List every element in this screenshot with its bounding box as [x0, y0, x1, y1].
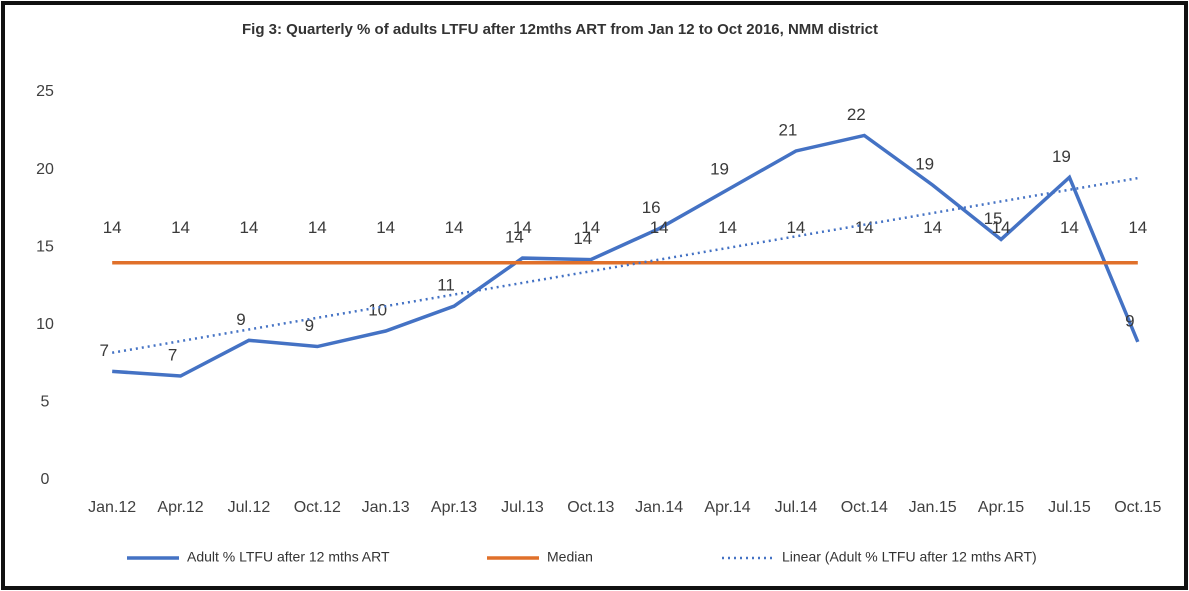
legend-label: Linear (Adult % LTFU after 12 mths ART) [782, 549, 1037, 565]
data-label: 14 [308, 218, 327, 237]
x-tick-label: Oct.14 [841, 499, 888, 516]
data-label: 14 [1060, 218, 1079, 237]
y-tick-label: 20 [36, 161, 54, 178]
data-label: 14 [239, 218, 258, 237]
series-line [112, 133, 1140, 378]
x-tick-label: Oct.15 [1114, 499, 1161, 516]
data-label: 15 [984, 209, 1003, 228]
data-label: 14 [786, 218, 805, 237]
data-label: 14 [581, 218, 600, 237]
data-label: 19 [915, 155, 934, 174]
data-label: 16 [642, 198, 661, 217]
data-label: 7 [168, 346, 177, 365]
data-label: 14 [923, 218, 942, 237]
data-label: 14 [992, 218, 1011, 237]
y-tick-label: 25 [36, 83, 54, 100]
x-tick-label: Apr.14 [704, 499, 750, 516]
data-label: 14 [376, 218, 395, 237]
x-tick-label: Jul.14 [775, 499, 818, 516]
y-tick-label: 0 [41, 471, 50, 488]
chart-title: Fig 3: Quarterly % of adults LTFU after … [242, 21, 878, 38]
x-tick-label: Oct.13 [567, 499, 614, 516]
y-tick-label: 10 [36, 316, 54, 333]
data-label: 14 [505, 228, 524, 247]
x-tick-label: Oct.12 [294, 499, 341, 516]
x-tick-label: Jan.14 [635, 499, 683, 516]
data-label: 7 [99, 341, 108, 360]
legend-label: Median [547, 549, 593, 565]
x-tick-label: Apr.13 [431, 499, 477, 516]
data-label: 19 [710, 159, 729, 178]
data-label: 11 [437, 276, 455, 295]
data-label: 14 [171, 218, 190, 237]
data-label: 14 [513, 218, 532, 237]
data-label: 21 [778, 120, 797, 139]
x-tick-label: Apr.12 [157, 499, 203, 516]
data-label: 9 [236, 310, 245, 329]
data-label: 14 [650, 218, 669, 237]
x-tick-label: Jul.15 [1048, 499, 1091, 516]
y-tick-label: 15 [36, 238, 54, 255]
data-label: 14 [445, 218, 464, 237]
data-label: 19 [1052, 147, 1071, 166]
data-label: 10 [368, 300, 387, 319]
data-label: 14 [718, 218, 737, 237]
legend-label: Adult % LTFU after 12 mths ART [187, 549, 390, 565]
data-label: 14 [1128, 218, 1147, 237]
x-tick-label: Apr.15 [978, 499, 1024, 516]
data-label: 14 [103, 218, 122, 237]
data-label: 9 [1125, 311, 1134, 330]
y-tick-label: 5 [41, 394, 50, 411]
x-tick-label: Jul.13 [501, 499, 544, 516]
data-label: 14 [573, 229, 592, 248]
data-label: 22 [847, 105, 866, 124]
data-label: 14 [855, 218, 874, 237]
data-label: 9 [305, 316, 314, 335]
x-tick-label: Jan.15 [909, 499, 957, 516]
x-tick-label: Jan.13 [362, 499, 410, 516]
x-tick-label: Jan.12 [88, 499, 136, 516]
x-tick-label: Jul.12 [228, 499, 271, 516]
